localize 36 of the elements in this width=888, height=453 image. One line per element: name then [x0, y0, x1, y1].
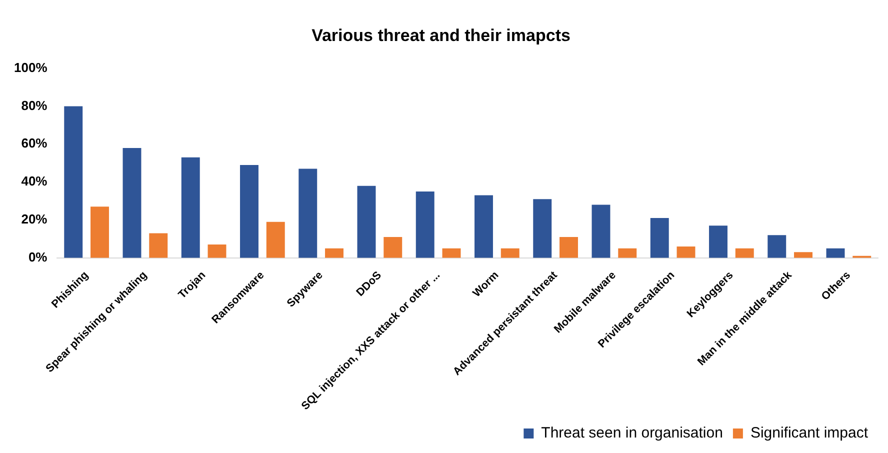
y-tick-label: 80% [21, 98, 48, 113]
bar [560, 236, 578, 258]
bar [474, 195, 493, 258]
y-tick-label: 0% [28, 249, 48, 264]
bar [90, 206, 109, 258]
bar [325, 248, 344, 258]
bar [500, 248, 520, 258]
y-tick-label: 100% [14, 60, 48, 75]
bar [709, 226, 728, 258]
bar [208, 244, 226, 258]
bar [794, 252, 812, 258]
bar [384, 236, 402, 258]
chart-title: Various threat and their imapcts [312, 26, 570, 45]
bar [416, 192, 434, 258]
bar [181, 157, 200, 258]
bar [735, 248, 754, 258]
bar [618, 248, 637, 258]
legend-label: Significant impact [750, 424, 869, 442]
bar [533, 199, 552, 258]
y-tick-label: 60% [21, 136, 48, 151]
legend-label: Threat seen in organisation [541, 424, 723, 442]
bar [149, 233, 168, 258]
bar [240, 165, 258, 258]
bar [64, 106, 83, 258]
y-tick-label: 20% [21, 212, 48, 227]
bar [676, 246, 696, 258]
bar [650, 218, 669, 258]
bar [592, 204, 610, 258]
bar [122, 148, 142, 258]
bar [266, 222, 285, 258]
y-tick-label: 40% [21, 174, 48, 189]
bar [298, 168, 318, 258]
bar [357, 186, 376, 258]
bar [442, 248, 461, 258]
bar [826, 248, 845, 258]
bar [768, 235, 786, 258]
